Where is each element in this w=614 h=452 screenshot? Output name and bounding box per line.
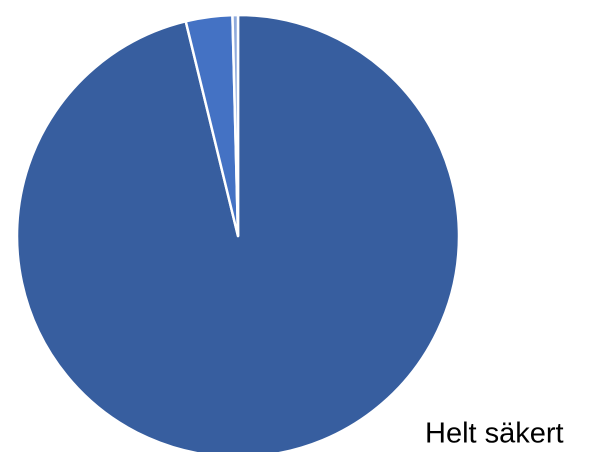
- pie-slice: [231, 13, 240, 238]
- legend-label: Helt säkert: [425, 418, 564, 450]
- pie: [15, 13, 461, 452]
- legend: Helt säkert: [425, 418, 564, 450]
